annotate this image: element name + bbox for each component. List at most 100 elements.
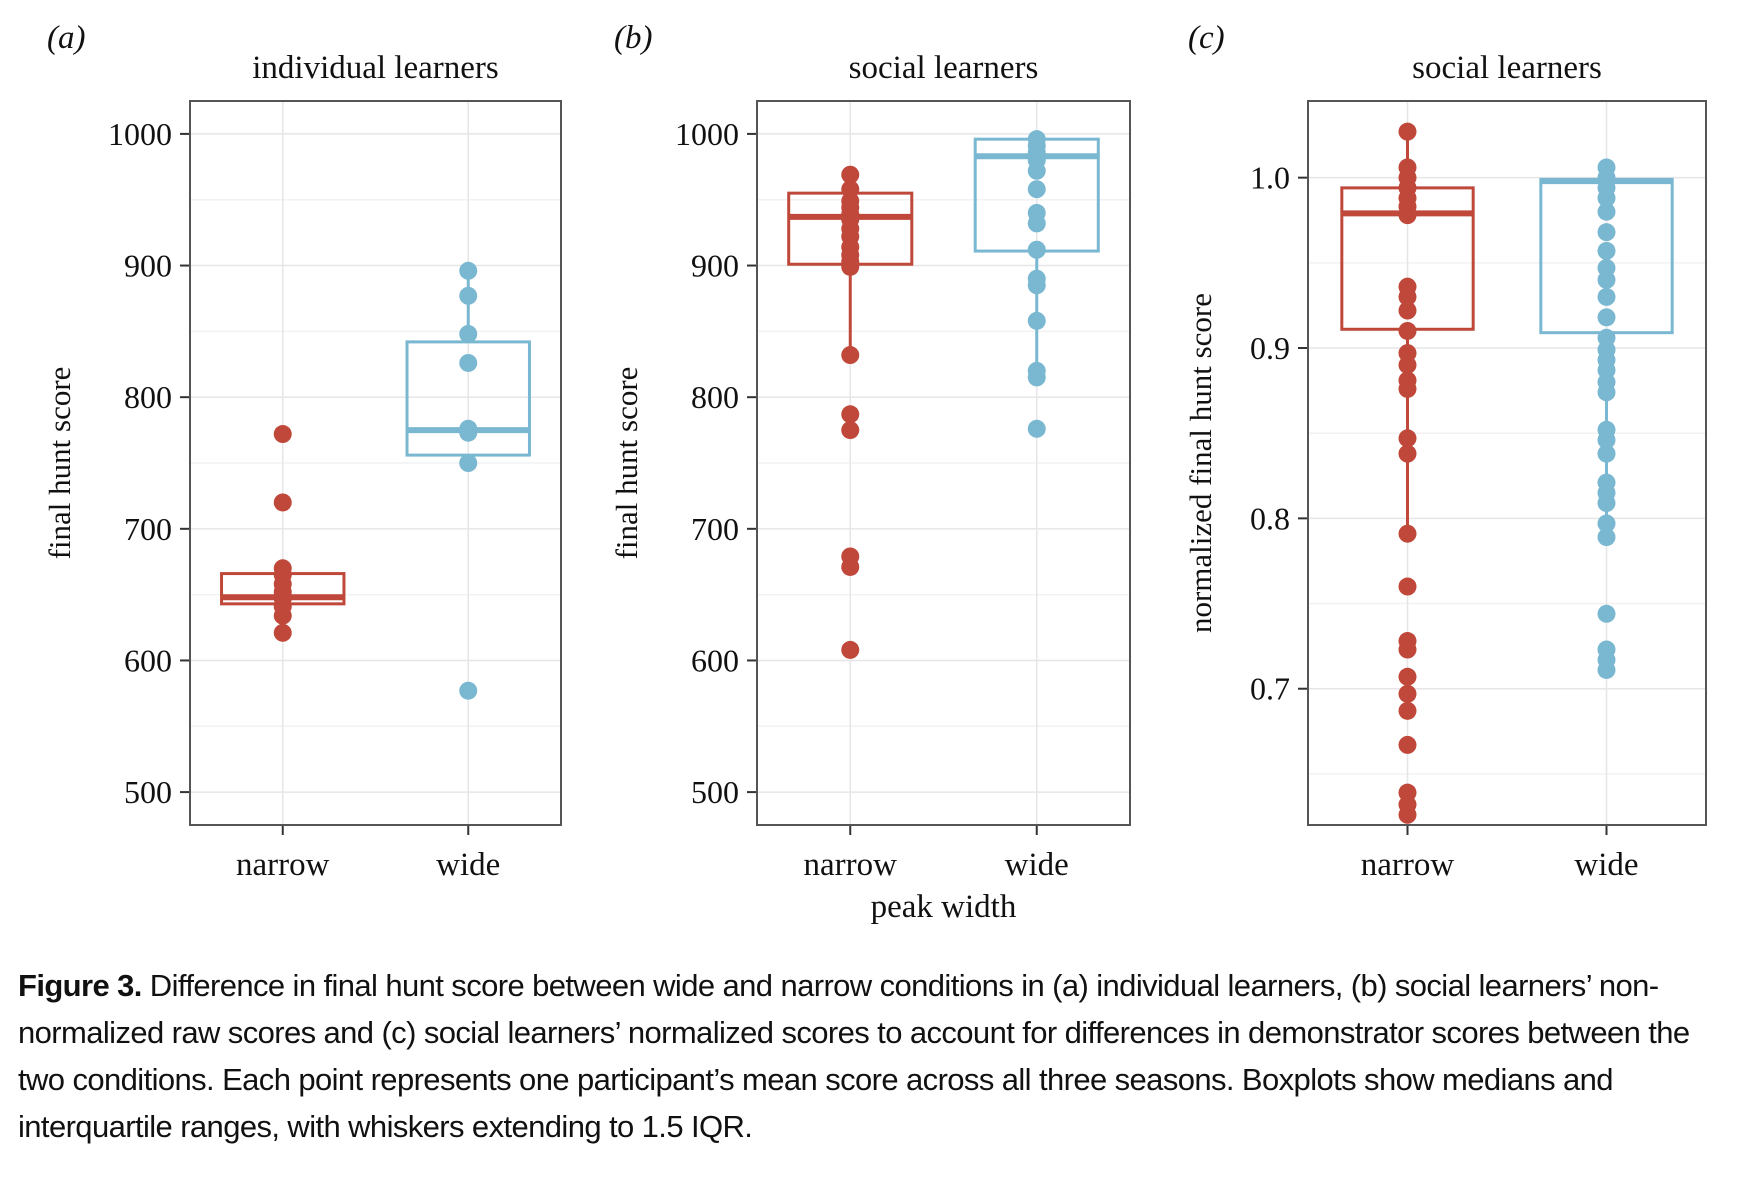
panel-border — [1307, 100, 1707, 826]
data-point-wide — [1597, 223, 1616, 242]
data-point-wide — [1597, 444, 1616, 463]
data-point-narrow — [1398, 701, 1417, 720]
y-tick-label: 1.0 — [1250, 160, 1290, 196]
figure-boxplots: 500 600 700 800 900 1000 narrow wide individual … — [42, 20, 1707, 925]
data-point-wide — [1597, 528, 1616, 547]
y-tick-label: 800 — [124, 379, 172, 415]
data-point-wide — [1597, 431, 1616, 450]
data-point-wide — [459, 681, 478, 700]
data-point-wide — [1597, 270, 1616, 289]
x-tick-label-narrow: narrow — [1361, 847, 1455, 883]
data-point-narrow — [841, 405, 860, 424]
y-tick-label: 0.7 — [1250, 671, 1290, 707]
data-point-wide — [1027, 214, 1046, 233]
data-point-wide — [1597, 202, 1616, 221]
data-point-wide — [459, 353, 478, 372]
data-point-wide — [1597, 189, 1616, 208]
data-point-narrow — [841, 165, 860, 184]
data-point-narrow — [1398, 321, 1417, 340]
y-tick-label: 0.8 — [1250, 500, 1290, 536]
data-point-narrow — [273, 493, 292, 512]
data-point-wide — [459, 261, 478, 280]
data-point-narrow — [1398, 287, 1417, 306]
panel-title: individual learners — [252, 50, 499, 86]
data-point-narrow — [1398, 301, 1417, 320]
data-point-wide — [1597, 514, 1616, 533]
y-tick-label: 700 — [691, 511, 739, 547]
panel-label: (b) — [614, 20, 652, 56]
data-point-wide — [1597, 660, 1616, 679]
panel-border — [189, 100, 562, 826]
panel-title: social learners — [849, 50, 1039, 86]
data-point-wide — [459, 454, 478, 472]
data-point-narrow — [1398, 444, 1417, 463]
data-point-narrow — [841, 421, 860, 440]
panel-a: 500 600 700 800 900 1000 narrow wide individual … — [42, 20, 562, 883]
y-axis-label: final hunt score — [609, 367, 644, 560]
y-tick-label: 700 — [124, 511, 172, 547]
data-point-wide — [1027, 419, 1046, 438]
x-axis-label: peak width — [871, 889, 1017, 925]
data-point-narrow — [841, 346, 860, 365]
data-point-wide — [1027, 311, 1046, 330]
data-point-wide — [459, 286, 478, 305]
panel-c: 0.7 0.8 0.9 1.0 narrow wide social learners (c)… — [1183, 20, 1707, 883]
data-point-narrow — [1398, 667, 1417, 686]
y-tick-label: 1000 — [108, 116, 172, 152]
data-point-narrow — [841, 257, 860, 276]
data-point-narrow — [1398, 429, 1417, 448]
y-axis-label: normalized final hunt score — [1183, 293, 1218, 633]
y-tick-label: 600 — [124, 642, 172, 678]
y-tick-label: 600 — [691, 642, 739, 678]
y-tick-label: 0.9 — [1250, 330, 1290, 366]
data-point-narrow — [273, 606, 292, 625]
data-point-wide — [1597, 383, 1616, 402]
panel-background — [1308, 101, 1706, 825]
data-point-wide — [459, 423, 478, 442]
figure-caption: Figure 3. Difference in final hunt score … — [18, 962, 1730, 1150]
x-tick-label-wide: wide — [436, 847, 500, 883]
y-tick-label: 800 — [691, 379, 739, 415]
caption-text: Difference in final hunt score between w… — [18, 968, 1690, 1144]
data-point-wide — [1027, 368, 1046, 387]
y-tick-label: 1000 — [675, 116, 739, 152]
panel-border — [756, 100, 1131, 826]
data-point-wide — [1027, 240, 1046, 259]
data-point-narrow — [1398, 735, 1417, 754]
panel-label: (a) — [47, 20, 85, 56]
x-tick-label-narrow: narrow — [236, 847, 330, 883]
data-point-narrow — [1398, 684, 1417, 703]
data-point-narrow — [1398, 122, 1417, 141]
data-point-wide — [1027, 276, 1046, 295]
data-point-narrow — [1398, 805, 1417, 824]
data-point-narrow — [841, 640, 860, 659]
data-point-narrow — [1398, 379, 1417, 398]
data-point-wide — [1597, 241, 1616, 260]
data-point-wide — [1027, 161, 1046, 180]
data-point-narrow — [1398, 206, 1417, 225]
panel-b: 500 600 700 800 900 1000 narrow wide social lear… — [609, 20, 1131, 925]
panel-label: (c) — [1188, 20, 1225, 56]
y-tick-label: 900 — [124, 248, 172, 284]
data-point-wide — [459, 324, 478, 343]
data-point-narrow — [1398, 356, 1417, 375]
panel-title: social learners — [1412, 50, 1602, 86]
data-point-wide — [1597, 494, 1616, 513]
data-point-wide — [1597, 604, 1616, 623]
data-point-wide — [1597, 287, 1616, 306]
y-axis-label: final hunt score — [42, 367, 77, 560]
data-point-narrow — [273, 623, 292, 642]
data-point-narrow — [841, 557, 860, 576]
data-point-narrow — [1398, 640, 1417, 659]
caption-label: Figure 3. — [18, 968, 142, 1003]
data-point-narrow — [1398, 577, 1417, 596]
x-tick-label-wide: wide — [1005, 847, 1069, 883]
x-tick-label-narrow: narrow — [804, 847, 898, 883]
data-point-wide — [1597, 308, 1616, 327]
data-point-wide — [1027, 180, 1046, 199]
y-tick-label: 900 — [691, 248, 739, 284]
x-tick-label-wide: wide — [1574, 847, 1638, 883]
data-point-narrow — [1398, 524, 1417, 543]
y-tick-label: 500 — [691, 774, 739, 810]
data-point-narrow — [273, 425, 292, 444]
